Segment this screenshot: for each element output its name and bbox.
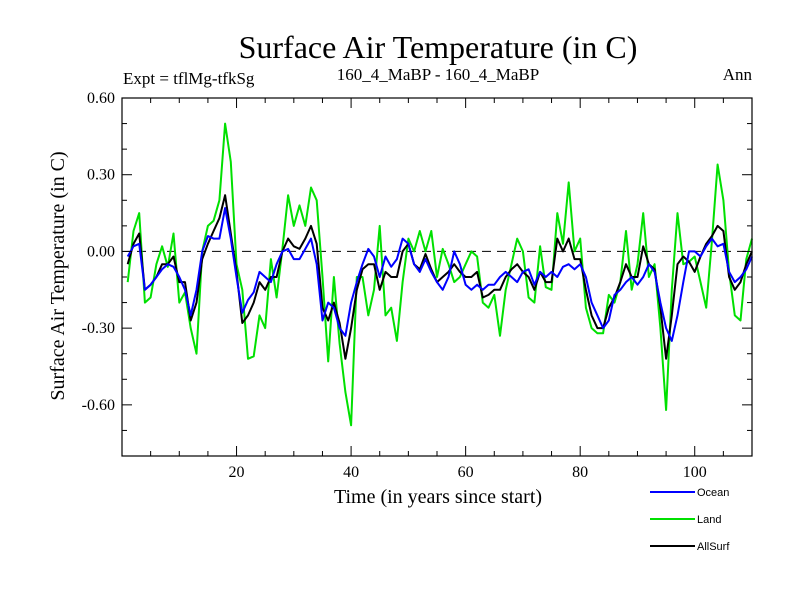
chart-subtitle-right: Ann <box>723 65 753 84</box>
y-tick-label: -0.30 <box>82 320 115 337</box>
legend-label-ocean: Ocean <box>697 487 729 499</box>
y-tick-label: 0.00 <box>87 243 115 260</box>
legend-label-land: Land <box>697 514 721 526</box>
chart-title: Surface Air Temperature (in C) <box>239 29 638 65</box>
x-axis-label: Time (in years since start) <box>334 486 542 508</box>
legend-label-allsurf: AllSurf <box>697 541 730 553</box>
x-tick-label: 80 <box>572 464 588 481</box>
y-tick-label: -0.60 <box>82 397 115 414</box>
y-tick-label: 0.30 <box>87 167 115 184</box>
x-tick-label: 20 <box>229 464 245 481</box>
series-line-ocean <box>126 207 753 342</box>
chart-subtitle-center: 160_4_MaBP - 160_4_MaBP <box>337 65 539 84</box>
y-tick-label: 0.60 <box>87 90 115 107</box>
legend: Ocean Land AllSurf <box>650 487 730 553</box>
chart-subtitle-left: Expt = tflMg-tfkSg <box>123 69 255 88</box>
x-tick-label: 40 <box>343 464 359 481</box>
x-tick-label: 60 <box>458 464 474 481</box>
x-tick-label: 100 <box>683 464 707 481</box>
y-axis-label: Surface Air Temperature (in C) <box>47 151 69 400</box>
